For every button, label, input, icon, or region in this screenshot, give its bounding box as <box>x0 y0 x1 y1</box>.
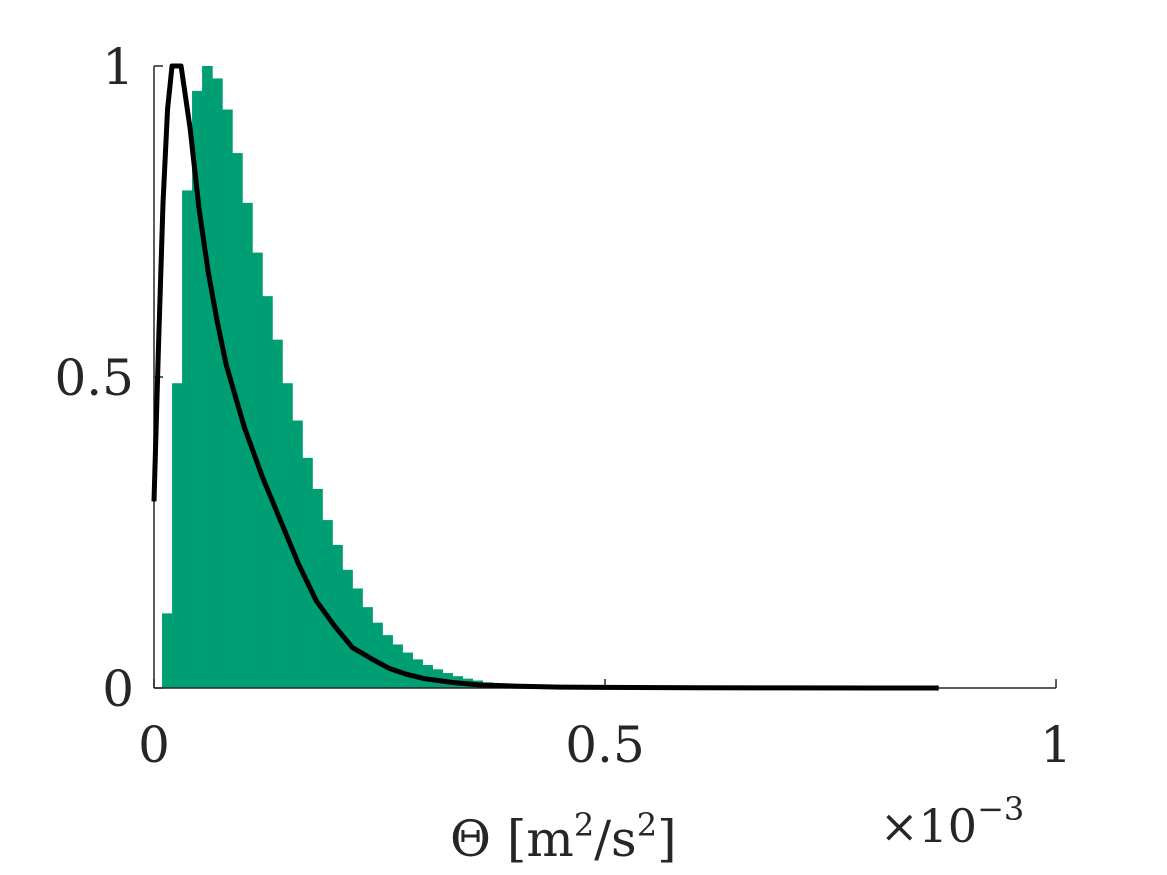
histogram-bar <box>422 664 433 688</box>
tick-labels: 0 0.5 1 0 0.5 1 <box>54 38 1071 774</box>
histogram-bar <box>362 607 373 688</box>
histogram-bar <box>402 652 413 688</box>
histogram-bar <box>392 644 403 688</box>
x-tick-label: 0.5 <box>565 716 645 774</box>
histogram-bar <box>212 78 223 688</box>
histogram-bar <box>332 544 343 688</box>
histogram-bar <box>202 66 213 688</box>
histogram-bar <box>302 457 313 688</box>
histogram-bar <box>352 588 363 688</box>
x-tick-label: 1 <box>1040 716 1072 774</box>
histogram-bars <box>162 66 544 689</box>
histogram-bar <box>232 153 243 688</box>
fit-curve-line <box>151 63 939 691</box>
y-tick-label: 0 <box>102 660 134 718</box>
histogram-bar <box>322 520 333 688</box>
histogram-bar <box>172 383 183 688</box>
y-tick-label: 1 <box>102 38 134 96</box>
histogram-bar <box>242 202 253 688</box>
histogram-bar <box>342 569 353 688</box>
histogram-bar <box>292 420 303 688</box>
x-axis-label: Θ [m2/s2] <box>450 806 677 868</box>
x-tick-label: 0 <box>138 716 170 774</box>
x-axis-exponent: ×10−3 <box>880 790 1024 853</box>
histogram-bar <box>372 622 383 688</box>
histogram-bar <box>192 90 203 688</box>
histogram-bar <box>182 190 193 688</box>
histogram-bar <box>412 659 423 688</box>
histogram-bar <box>382 635 393 688</box>
y-tick-label: 0.5 <box>54 349 134 407</box>
histogram-bar <box>312 488 323 688</box>
histogram-bar <box>162 613 173 688</box>
histogram-bar <box>222 109 233 689</box>
